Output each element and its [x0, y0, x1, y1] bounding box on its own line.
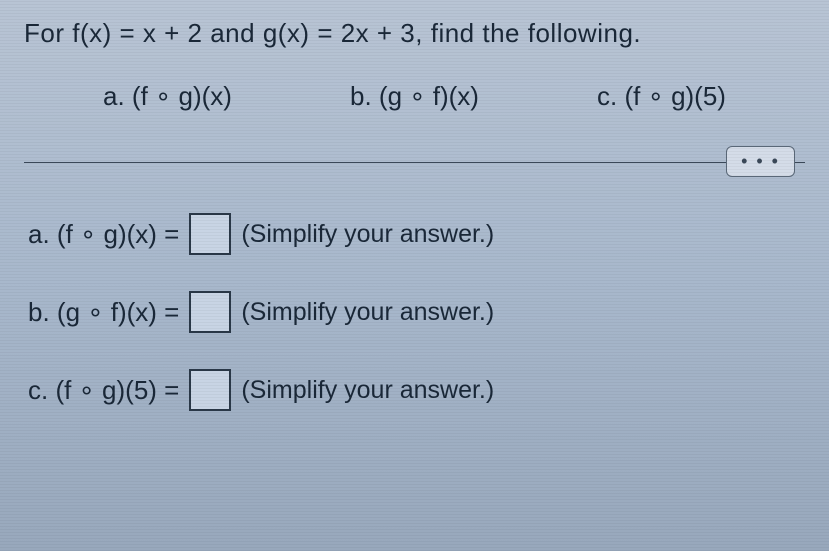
answer-row-c: c. (f ∘ g)(5) = (Simplify your answer.) [24, 369, 805, 411]
part-b-label: b. (g ∘ f)(x) [350, 81, 479, 112]
answer-row-b: b. (g ∘ f)(x) = (Simplify your answer.) [24, 291, 805, 333]
part-a-label: a. (f ∘ g)(x) [103, 81, 232, 112]
answer-row-a: a. (f ∘ g)(x) = (Simplify your answer.) [24, 213, 805, 255]
divider-line [24, 162, 805, 163]
divider-container: • • • [24, 162, 805, 163]
question-parts-row: a. (f ∘ g)(x) b. (g ∘ f)(x) c. (f ∘ g)(5… [24, 81, 805, 112]
answer-b-hint: (Simplify your answer.) [241, 298, 494, 327]
question-header: For f(x) = x + 2 and g(x) = 2x + 3, find… [24, 18, 805, 49]
ellipsis-badge[interactable]: • • • [726, 146, 795, 177]
answer-c-input[interactable] [189, 369, 231, 411]
answer-b-input[interactable] [189, 291, 231, 333]
answer-a-label: a. (f ∘ g)(x) = [28, 219, 179, 250]
answer-a-hint: (Simplify your answer.) [241, 220, 494, 249]
answer-b-label: b. (g ∘ f)(x) = [28, 297, 179, 328]
answer-c-hint: (Simplify your answer.) [241, 376, 494, 405]
answer-c-label: c. (f ∘ g)(5) = [28, 375, 179, 406]
part-c-label: c. (f ∘ g)(5) [597, 81, 726, 112]
answer-a-input[interactable] [189, 213, 231, 255]
